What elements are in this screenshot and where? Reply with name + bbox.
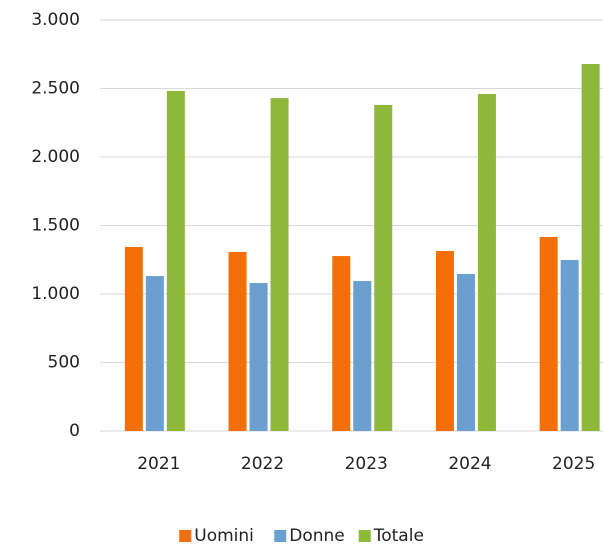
legend-swatch	[274, 530, 287, 542]
y-tick-label: 500	[48, 353, 80, 373]
legend-label: Totale	[373, 526, 424, 546]
legend-swatch	[358, 530, 371, 542]
x-tick-label: 2024	[448, 454, 491, 474]
y-tick-label: 3.000	[31, 10, 80, 30]
bar	[374, 104, 393, 431]
bar	[228, 251, 247, 431]
bar	[166, 90, 185, 431]
bar	[353, 280, 372, 431]
y-tick-label: 2.000	[31, 147, 80, 167]
bar	[332, 256, 351, 431]
legend-label: Donne	[289, 526, 345, 546]
bar	[435, 250, 454, 431]
bar	[581, 63, 600, 432]
bar	[560, 260, 579, 431]
bar	[456, 273, 475, 431]
x-tick-label: 2021	[137, 454, 180, 474]
legend-label: Uomini	[194, 526, 254, 546]
legend-swatch	[179, 530, 192, 542]
y-tick-label: 0	[69, 421, 80, 441]
x-tick-label: 2022	[241, 454, 284, 474]
bar	[477, 93, 496, 431]
x-tick-label: 2025	[552, 454, 595, 474]
bar	[539, 237, 558, 431]
y-tick-label: 1.500	[31, 216, 80, 236]
bar	[124, 247, 143, 431]
bar	[145, 276, 164, 431]
y-tick-label: 2.500	[31, 79, 80, 99]
bar	[270, 98, 289, 431]
bar	[249, 283, 268, 431]
x-tick-label: 2023	[345, 454, 388, 474]
y-tick-label: 1.000	[31, 284, 80, 304]
